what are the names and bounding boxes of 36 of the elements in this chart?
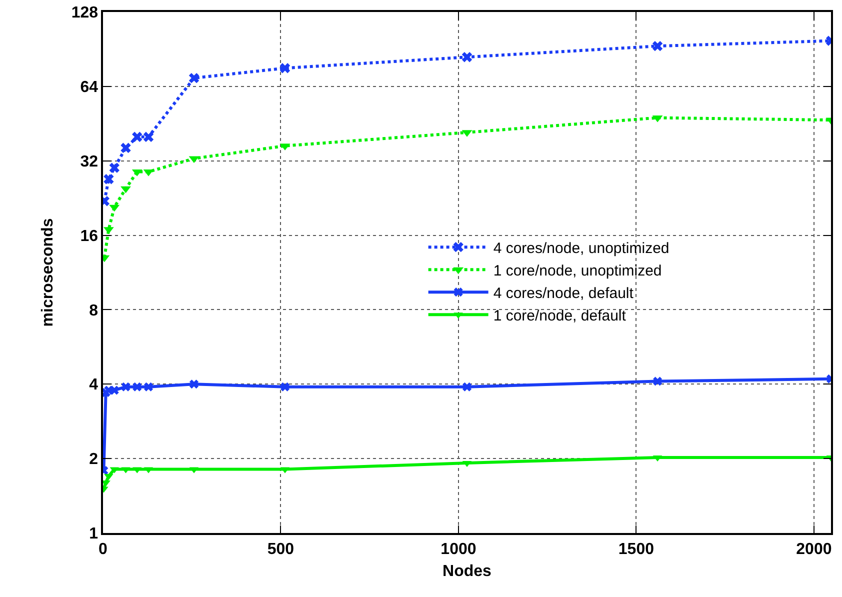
point: [121, 382, 130, 392]
legend-label: 1 core/node, default: [493, 307, 627, 324]
x-tick-label: 1000: [440, 540, 476, 558]
point: [109, 162, 120, 173]
legend-label: 4 cores/node, unoptimized: [493, 240, 670, 257]
point: [120, 186, 131, 194]
y-tick-label: 2: [89, 451, 98, 468]
point: [188, 72, 200, 84]
y-tick-label: 8: [89, 302, 98, 320]
point: [143, 132, 154, 142]
y-tick-label: 16: [80, 228, 98, 245]
x-axis-title: Nodes: [442, 563, 492, 580]
x-tick-label: 0: [98, 540, 108, 558]
x-tick-label: 1500: [618, 540, 654, 558]
point: [280, 382, 290, 392]
point: [144, 382, 154, 392]
point: [120, 142, 131, 154]
y-axis-title: microseconds: [40, 218, 57, 327]
y-tick-label: 64: [80, 79, 98, 96]
point: [132, 382, 142, 392]
point: [280, 63, 290, 74]
legend-label: 4 cores/node, default: [493, 284, 634, 302]
legend-label: 1 core/node, unoptimized: [493, 262, 662, 280]
point: [189, 380, 199, 389]
y-tick-label: 128: [71, 4, 98, 22]
y-tick-label: 32: [80, 153, 98, 170]
point: [462, 52, 472, 62]
y-tick-label: 4: [89, 376, 98, 394]
x-tick-label: 2000: [796, 540, 832, 558]
point: [104, 174, 114, 184]
point: [132, 132, 142, 142]
point: [652, 40, 663, 52]
point: [653, 376, 662, 386]
y-tick-label: 1: [89, 526, 98, 543]
point: [462, 382, 472, 392]
x-tick-label: 500: [267, 540, 294, 558]
